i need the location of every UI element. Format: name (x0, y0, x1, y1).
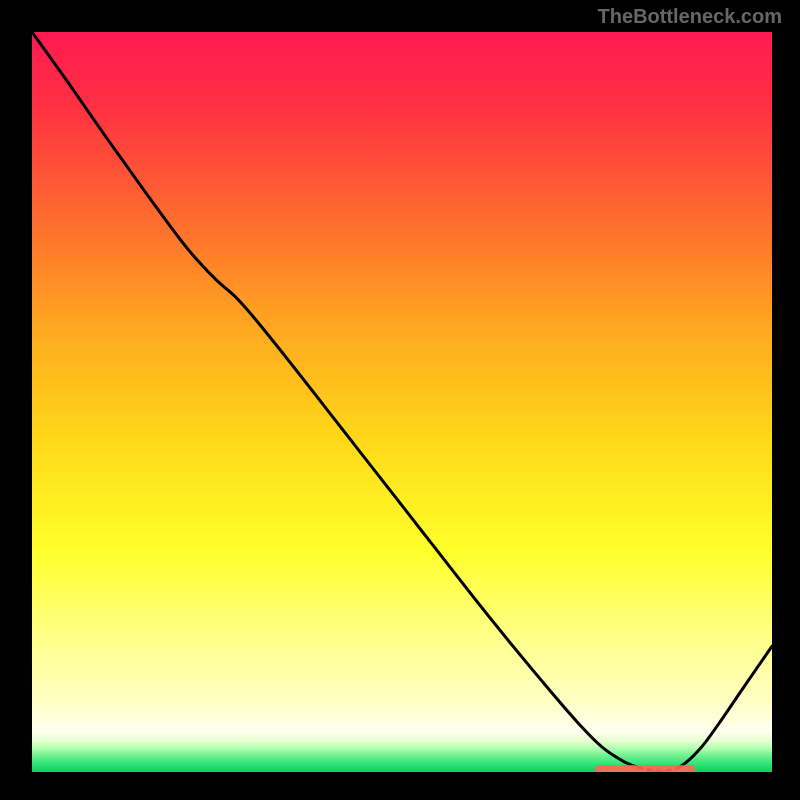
chart-svg (32, 32, 772, 772)
canvas: TheBottleneck.com (0, 0, 800, 800)
gradient-background (32, 32, 772, 772)
watermark-text: TheBottleneck.com (598, 6, 782, 29)
plot-area (32, 32, 772, 772)
